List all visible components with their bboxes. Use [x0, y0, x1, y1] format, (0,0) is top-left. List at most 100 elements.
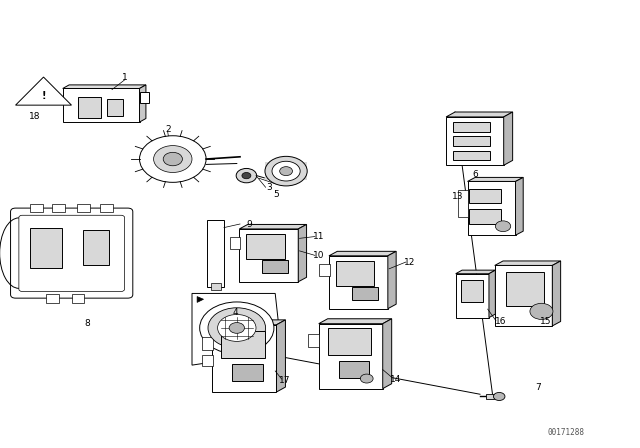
- Text: 14: 14: [390, 375, 401, 384]
- Circle shape: [530, 303, 553, 319]
- FancyBboxPatch shape: [11, 208, 133, 298]
- Bar: [339, 361, 369, 378]
- Text: 3: 3: [266, 183, 271, 192]
- Bar: [486, 394, 494, 399]
- Bar: [30, 228, 62, 268]
- Text: 16: 16: [495, 317, 506, 326]
- Text: 13: 13: [452, 192, 463, 201]
- Circle shape: [265, 156, 307, 186]
- Bar: [308, 334, 319, 347]
- Bar: [453, 136, 490, 146]
- Circle shape: [236, 168, 257, 183]
- Bar: [319, 323, 383, 388]
- Text: !: !: [41, 91, 46, 101]
- Bar: [202, 355, 213, 366]
- Polygon shape: [197, 297, 204, 302]
- Circle shape: [360, 374, 373, 383]
- Circle shape: [218, 314, 256, 341]
- Text: 00171288: 00171288: [548, 428, 585, 437]
- Polygon shape: [388, 251, 396, 309]
- Bar: [46, 294, 59, 303]
- Bar: [202, 337, 213, 350]
- Bar: [453, 151, 490, 160]
- Polygon shape: [239, 224, 307, 229]
- Circle shape: [229, 323, 244, 333]
- Bar: [468, 181, 516, 235]
- Circle shape: [495, 221, 511, 232]
- Bar: [469, 189, 501, 203]
- Bar: [329, 256, 388, 309]
- Polygon shape: [383, 319, 392, 388]
- Text: 11: 11: [313, 232, 324, 241]
- Circle shape: [272, 161, 300, 181]
- Bar: [72, 294, 84, 303]
- Bar: [453, 122, 490, 132]
- Bar: [246, 234, 285, 258]
- Bar: [63, 89, 140, 122]
- Polygon shape: [516, 177, 524, 235]
- Text: 15: 15: [540, 317, 551, 326]
- Polygon shape: [212, 320, 285, 325]
- Bar: [506, 272, 544, 306]
- Polygon shape: [319, 319, 392, 323]
- Bar: [52, 203, 65, 212]
- Text: 6: 6: [472, 170, 477, 179]
- Polygon shape: [489, 270, 495, 318]
- Bar: [446, 117, 504, 165]
- Text: 18: 18: [29, 112, 41, 121]
- Text: 9: 9: [247, 220, 252, 228]
- Bar: [221, 331, 265, 358]
- Circle shape: [140, 136, 206, 182]
- Bar: [336, 261, 374, 286]
- Text: 5: 5: [274, 190, 279, 199]
- Polygon shape: [329, 251, 396, 256]
- Polygon shape: [63, 85, 146, 89]
- Bar: [262, 260, 288, 273]
- Polygon shape: [192, 293, 282, 365]
- Circle shape: [242, 172, 251, 179]
- Bar: [140, 92, 149, 103]
- Text: 1: 1: [122, 73, 127, 82]
- Bar: [230, 237, 240, 249]
- Bar: [107, 99, 123, 116]
- Bar: [265, 162, 307, 180]
- Bar: [77, 203, 90, 212]
- Bar: [232, 364, 263, 381]
- Circle shape: [280, 167, 292, 176]
- Bar: [30, 203, 43, 212]
- Circle shape: [208, 308, 266, 348]
- Bar: [319, 264, 330, 276]
- Bar: [456, 274, 489, 318]
- Text: 8: 8: [85, 319, 90, 328]
- Circle shape: [493, 392, 505, 401]
- Polygon shape: [140, 85, 146, 122]
- Bar: [495, 265, 552, 326]
- Polygon shape: [468, 177, 524, 181]
- Bar: [212, 325, 276, 392]
- Circle shape: [154, 146, 192, 172]
- Text: 2: 2: [165, 125, 170, 134]
- Bar: [458, 190, 468, 217]
- FancyBboxPatch shape: [19, 215, 124, 291]
- Text: 4: 4: [233, 308, 238, 317]
- Text: 17: 17: [279, 376, 291, 385]
- Polygon shape: [504, 112, 513, 165]
- Text: 12: 12: [404, 258, 415, 267]
- Bar: [469, 209, 501, 224]
- Polygon shape: [456, 270, 495, 274]
- Polygon shape: [446, 112, 513, 117]
- Bar: [207, 220, 224, 287]
- Polygon shape: [298, 224, 307, 282]
- Bar: [239, 229, 298, 282]
- Polygon shape: [276, 320, 285, 392]
- Bar: [328, 328, 371, 355]
- Text: 10: 10: [313, 251, 324, 260]
- Bar: [100, 203, 113, 212]
- Polygon shape: [15, 77, 72, 105]
- Bar: [461, 280, 483, 302]
- Circle shape: [200, 302, 274, 354]
- Polygon shape: [552, 261, 561, 326]
- Bar: [352, 287, 378, 300]
- Bar: [83, 230, 109, 265]
- Circle shape: [163, 152, 182, 166]
